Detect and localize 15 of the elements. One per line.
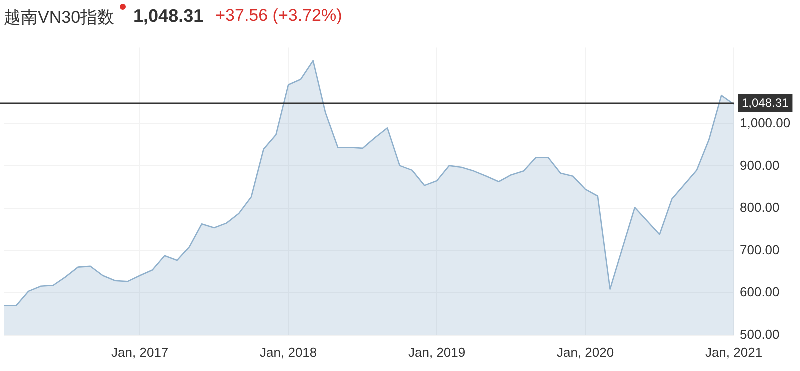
y-tick-label: 500.00 (740, 326, 780, 342)
chart-subtitle: 1,048.31 (134, 6, 204, 27)
y-tick-label: 800.00 (740, 200, 780, 216)
x-tick-label: Jan, 2018 (260, 344, 318, 360)
ref-line-label: 1,048.31 (742, 96, 790, 110)
y-tick-label: 600.00 (740, 284, 780, 300)
y-tick-label: 700.00 (740, 242, 780, 258)
y-tick-label: 1,000.00 (740, 116, 791, 131)
text: +37.56 (+3.72%) (216, 6, 342, 26)
x-tick-label: Jan, 2019 (408, 344, 466, 360)
x-tick-label: Jan, 2017 (112, 344, 169, 360)
y-tick-label: 900.00 (740, 158, 780, 173)
x-tick-label: Jan, 2021 (705, 344, 763, 360)
x-tick-label: Jan, 2020 (556, 344, 614, 360)
chart-title: 越南VN30指数 (4, 7, 115, 29)
